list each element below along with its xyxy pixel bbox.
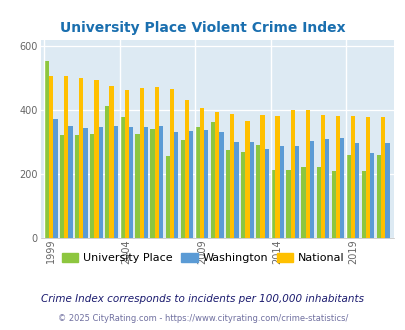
Bar xyxy=(256,145,260,238)
Bar xyxy=(64,76,68,238)
Bar xyxy=(174,132,178,238)
Bar xyxy=(169,89,174,238)
Bar xyxy=(320,115,324,238)
Bar xyxy=(245,121,249,238)
Bar xyxy=(79,78,83,238)
Bar xyxy=(128,127,133,238)
Bar xyxy=(264,149,268,238)
Bar xyxy=(98,127,102,238)
Bar xyxy=(83,128,87,238)
Bar xyxy=(45,61,49,238)
Bar xyxy=(354,144,358,238)
Bar xyxy=(279,146,283,238)
Bar xyxy=(324,139,328,238)
Bar xyxy=(105,106,109,238)
Bar xyxy=(120,117,124,238)
Bar xyxy=(286,170,290,238)
Bar xyxy=(135,134,139,238)
Bar xyxy=(184,100,189,238)
Bar xyxy=(335,116,339,238)
Bar xyxy=(346,155,350,238)
Bar xyxy=(226,150,230,238)
Bar xyxy=(309,141,313,238)
Bar xyxy=(139,87,143,238)
Bar xyxy=(331,171,335,238)
Bar xyxy=(361,171,365,238)
Bar xyxy=(90,134,94,238)
Bar xyxy=(113,126,117,238)
Bar xyxy=(150,129,154,238)
Bar xyxy=(189,131,193,238)
Text: © 2025 CityRating.com - https://www.cityrating.com/crime-statistics/: © 2025 CityRating.com - https://www.city… xyxy=(58,314,347,323)
Bar xyxy=(219,132,223,238)
Bar xyxy=(271,170,275,238)
Bar xyxy=(339,138,343,238)
Bar xyxy=(275,115,279,238)
Bar xyxy=(376,155,380,238)
Bar xyxy=(301,167,305,238)
Bar xyxy=(384,143,389,238)
Bar xyxy=(350,116,354,238)
Text: University Place Violent Crime Index: University Place Violent Crime Index xyxy=(60,21,345,35)
Bar xyxy=(200,108,204,238)
Bar xyxy=(294,146,298,238)
Bar xyxy=(68,126,72,238)
Bar xyxy=(204,130,208,238)
Bar xyxy=(143,127,148,238)
Bar xyxy=(109,86,113,238)
Bar xyxy=(215,113,219,238)
Bar xyxy=(305,110,309,238)
Bar xyxy=(124,90,128,238)
Bar xyxy=(154,87,158,238)
Bar xyxy=(165,155,169,238)
Bar xyxy=(380,116,384,238)
Bar xyxy=(180,140,184,238)
Bar xyxy=(249,142,253,238)
Bar xyxy=(210,122,215,238)
Bar xyxy=(94,80,98,238)
Bar xyxy=(158,126,163,238)
Bar xyxy=(230,114,234,238)
Bar xyxy=(241,152,245,238)
Bar xyxy=(316,167,320,238)
Bar xyxy=(60,135,64,238)
Bar xyxy=(49,76,53,238)
Bar xyxy=(365,117,369,238)
Legend: University Place, Washington, National: University Place, Washington, National xyxy=(58,249,347,267)
Bar xyxy=(290,111,294,238)
Bar xyxy=(195,127,200,238)
Text: Crime Index corresponds to incidents per 100,000 inhabitants: Crime Index corresponds to incidents per… xyxy=(41,294,364,304)
Bar xyxy=(234,142,238,238)
Bar xyxy=(260,115,264,238)
Bar xyxy=(75,135,79,238)
Bar xyxy=(53,119,58,238)
Bar xyxy=(369,153,373,238)
